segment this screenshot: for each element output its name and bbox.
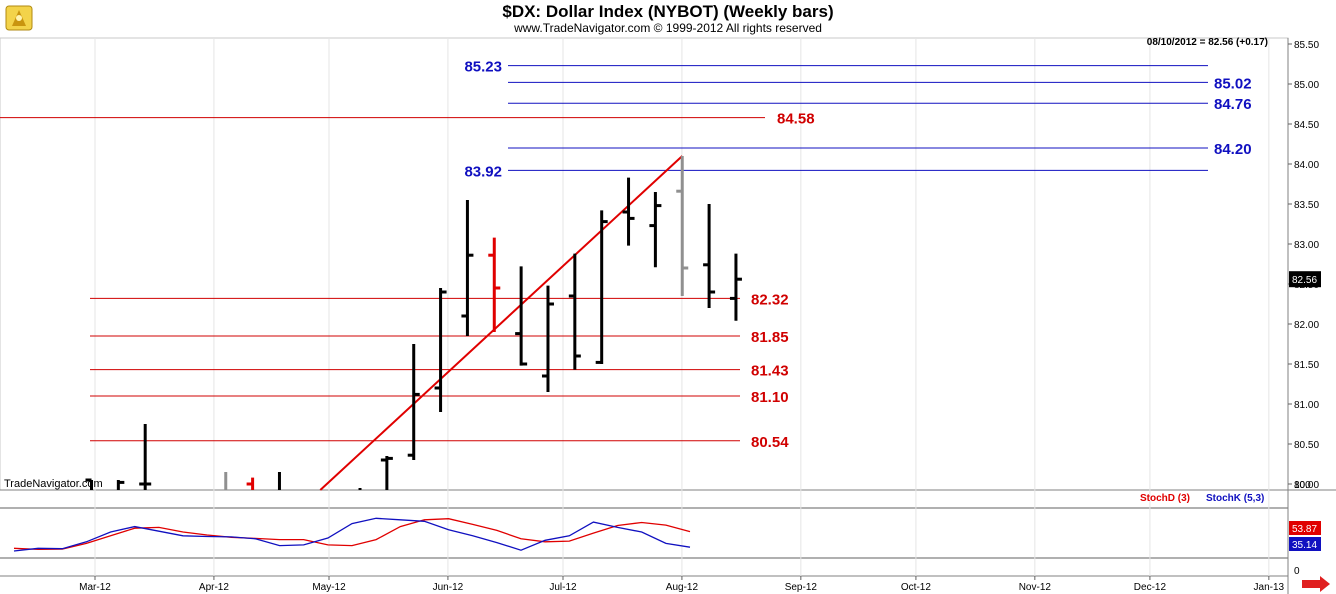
y-tick-label: 80.00 (1294, 480, 1319, 491)
y-tick-label: 85.00 (1294, 80, 1319, 91)
blue-level-label: 83.92 (464, 163, 502, 180)
stochK-legend: StochK (5,3) (1206, 493, 1264, 504)
stochK-value-box (1289, 537, 1321, 551)
last-price-label: 82.56 (1292, 275, 1317, 286)
x-tick-label: Dec-12 (1134, 582, 1167, 593)
trade-navigator-logo (5, 5, 33, 31)
y-tick-label: 82.00 (1294, 320, 1319, 331)
red-level-label: 81.85 (751, 329, 789, 346)
y-tick-label: 84.00 (1294, 160, 1319, 171)
stochD-legend: StochD (3) (1140, 493, 1190, 504)
last-quote-text: 08/10/2012 = 82.56 (+0.17) (1147, 37, 1268, 48)
x-tick-label: Jan-13 (1254, 582, 1285, 593)
price-plot-frame (0, 37, 1289, 491)
x-tick-label: Mar-12 (79, 582, 111, 593)
x-tick-label: Aug-12 (666, 582, 699, 593)
x-tick-label: Sep-12 (785, 582, 818, 593)
y-tick-label: 84.50 (1294, 120, 1319, 131)
stochD-line (13, 518, 691, 551)
stoch-tick-0: 0 (1294, 566, 1300, 577)
x-tick-label: May-12 (312, 582, 346, 593)
last-price-box (1289, 271, 1321, 288)
y-tick-label: 85.50 (1294, 40, 1319, 51)
y-tick-label: 83.00 (1294, 240, 1319, 251)
red-level-label: 82.32 (751, 291, 789, 308)
chart-subtitle: www.TradeNavigator.com © 1999-2012 All r… (514, 21, 822, 35)
chart-title: $DX: Dollar Index (NYBOT) (Weekly bars) (502, 2, 834, 21)
trendline (319, 155, 683, 491)
y-tick-label: 80.50 (1294, 440, 1319, 451)
blue-level-label: 84.76 (1214, 96, 1252, 113)
blue-level-label: 84.20 (1214, 141, 1252, 158)
red-level-label: 84.58 (777, 111, 815, 128)
stochD-value: 53.87 (1292, 524, 1317, 535)
stochK-line (13, 517, 691, 552)
stoch-tick-100: 100 (1294, 480, 1311, 491)
red-level-label: 81.10 (751, 389, 789, 406)
y-tick-label: 83.50 (1294, 200, 1319, 211)
x-tick-label: Nov-12 (1019, 582, 1052, 593)
blue-level-label: 85.02 (1214, 75, 1252, 92)
y-tick-label: 81.00 (1294, 400, 1319, 411)
red-level-label: 80.54 (751, 434, 789, 451)
x-tick-label: Apr-12 (199, 582, 229, 593)
scroll-right-arrow-icon[interactable] (1302, 576, 1330, 592)
x-tick-label: Oct-12 (901, 582, 931, 593)
watermark: TradeNavigator.com (4, 478, 103, 490)
stochK-value: 35.14 (1292, 540, 1317, 551)
x-tick-label: Jun-12 (433, 582, 464, 593)
red-level-label: 81.43 (751, 363, 789, 380)
blue-level-label: 85.23 (464, 59, 502, 76)
stochD-value-box (1289, 521, 1321, 535)
x-tick-label: Jul-12 (549, 582, 577, 593)
y-tick-label: 81.50 (1294, 360, 1319, 371)
